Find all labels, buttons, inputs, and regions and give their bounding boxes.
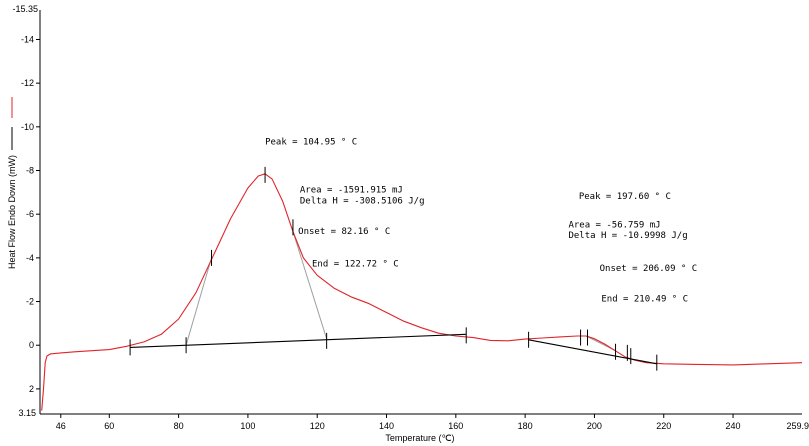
y-tick-label: -6	[26, 209, 34, 219]
guide-line	[185, 257, 212, 346]
x-tick-label: 180	[518, 421, 533, 431]
annotation-label: End = 122.72 ° C	[312, 260, 399, 270]
x-tick-label: 140	[379, 421, 394, 431]
x-tick-label: 240	[726, 421, 741, 431]
baseline-line	[130, 333, 467, 348]
guide-line	[292, 231, 328, 339]
y-axis-title: Heat Flow Endo Down (mW)	[7, 155, 17, 269]
annotation-label: Onset = 206.09 ° C	[600, 264, 698, 274]
y-tick-label: 0	[29, 340, 34, 350]
axes	[39, 10, 802, 415]
annotation-label: Area = -56.759 mJ	[568, 220, 660, 230]
y-tick-label: 2	[29, 384, 34, 394]
x-tick-label: 80	[174, 421, 184, 431]
annotation-label: Delta H = -308.5106 J/g	[300, 196, 425, 206]
y-tick-label: -2	[26, 297, 34, 307]
x-axis-title: Temperature (℃)	[385, 433, 454, 443]
tick-group: -14 -12 -10 -8 -6 -4 -2 0 2 -15.35 3.15 46 60 80 100 12…	[12, 4, 809, 431]
y-tick-label: -4	[26, 253, 34, 263]
y-tick-label: -14	[21, 34, 34, 44]
x-tick-label: 46	[56, 421, 66, 431]
heat-flow-curve	[41, 173, 803, 411]
annotation-label: Peak = 104.95 ° C	[265, 137, 357, 147]
annotation-label: Delta H = -10.9998 J/g	[568, 231, 687, 241]
x-tick-label: 200	[587, 421, 602, 431]
x-tick-label: 100	[240, 421, 255, 431]
annotation-label: Onset = 82.16 ° C	[298, 227, 390, 237]
y-bottom-label: 3.15	[18, 408, 36, 418]
x-tick-label: 120	[310, 421, 325, 431]
y-tick-label: -12	[21, 78, 34, 88]
annotation-label: End = 210.49 ° C	[601, 295, 688, 305]
x-max-label: 259.9	[786, 421, 809, 431]
x-tick-label: 220	[656, 421, 671, 431]
x-tick-label: 60	[104, 421, 114, 431]
annotation-label: Peak = 197.60 ° C	[579, 192, 671, 202]
guide-line-group	[185, 231, 616, 352]
series-group	[41, 173, 803, 411]
x-tick-label: 160	[448, 421, 463, 431]
marker-group	[129, 166, 658, 371]
baseline-line	[528, 339, 657, 365]
y-top-label: -15.35	[12, 4, 38, 14]
annotation-label: Area = -1591.915 mJ	[300, 185, 403, 195]
y-tick-label: -10	[21, 122, 34, 132]
y-tick-label: -8	[26, 166, 34, 176]
